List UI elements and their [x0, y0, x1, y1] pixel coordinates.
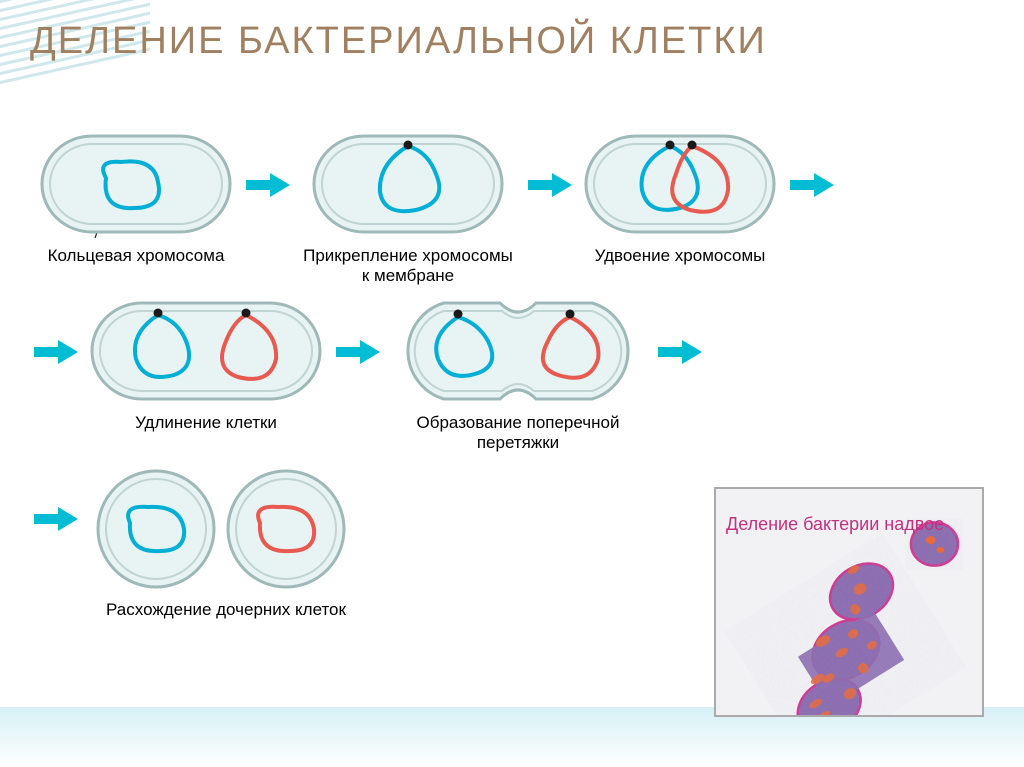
arrow-icon: [786, 130, 836, 240]
cell-replicated: [580, 130, 780, 240]
stage-5-label: Образование поперечной перетяжки: [388, 413, 648, 454]
arrow-icon: [30, 297, 80, 407]
stage-4-label: Удлинение клетки: [135, 413, 277, 433]
cell-constriction: [388, 297, 648, 407]
daughter-cells: [86, 464, 366, 594]
cell-ring-chromosome: [36, 130, 236, 240]
cell-elongated: [86, 297, 326, 407]
arrow-icon: [242, 130, 292, 240]
stage-5: Образование поперечной перетяжки: [388, 297, 648, 454]
stage-3-label: Удвоение хромосомы: [595, 246, 766, 266]
stage-6: Расхождение дочерних клеток: [86, 464, 366, 620]
division-diagram: Кольцевая хромосома Прикрепление хромосо…: [30, 130, 994, 630]
cell-attached: [308, 130, 508, 240]
stage-1-label: Кольцевая хромосома: [48, 246, 225, 266]
stage-2: Прикрепление хромосомы к мембране: [298, 130, 518, 287]
stage-4: Удлинение клетки: [86, 297, 326, 433]
stage-2-label: Прикрепление хромосомы к мембране: [298, 246, 518, 287]
arrow-icon: [524, 130, 574, 240]
row-1: Кольцевая хромосома Прикрепление хромосо…: [30, 130, 994, 287]
stage-6-label: Расхождение дочерних клеток: [106, 600, 346, 620]
page-title: ДЕЛЕНИЕ БАКТЕРИАЛЬНОЙ КЛЕТКИ: [30, 20, 767, 63]
row-3: Расхождение дочерних клеток: [30, 464, 994, 620]
row-2: Удлинение клетки Образование поперечной …: [30, 297, 994, 454]
stage-3: Удвоение хромосомы: [580, 130, 780, 266]
arrow-icon: [654, 297, 704, 407]
arrow-icon: [30, 464, 80, 574]
arrow-icon: [332, 297, 382, 407]
stage-1: Кольцевая хромосома: [36, 130, 236, 266]
